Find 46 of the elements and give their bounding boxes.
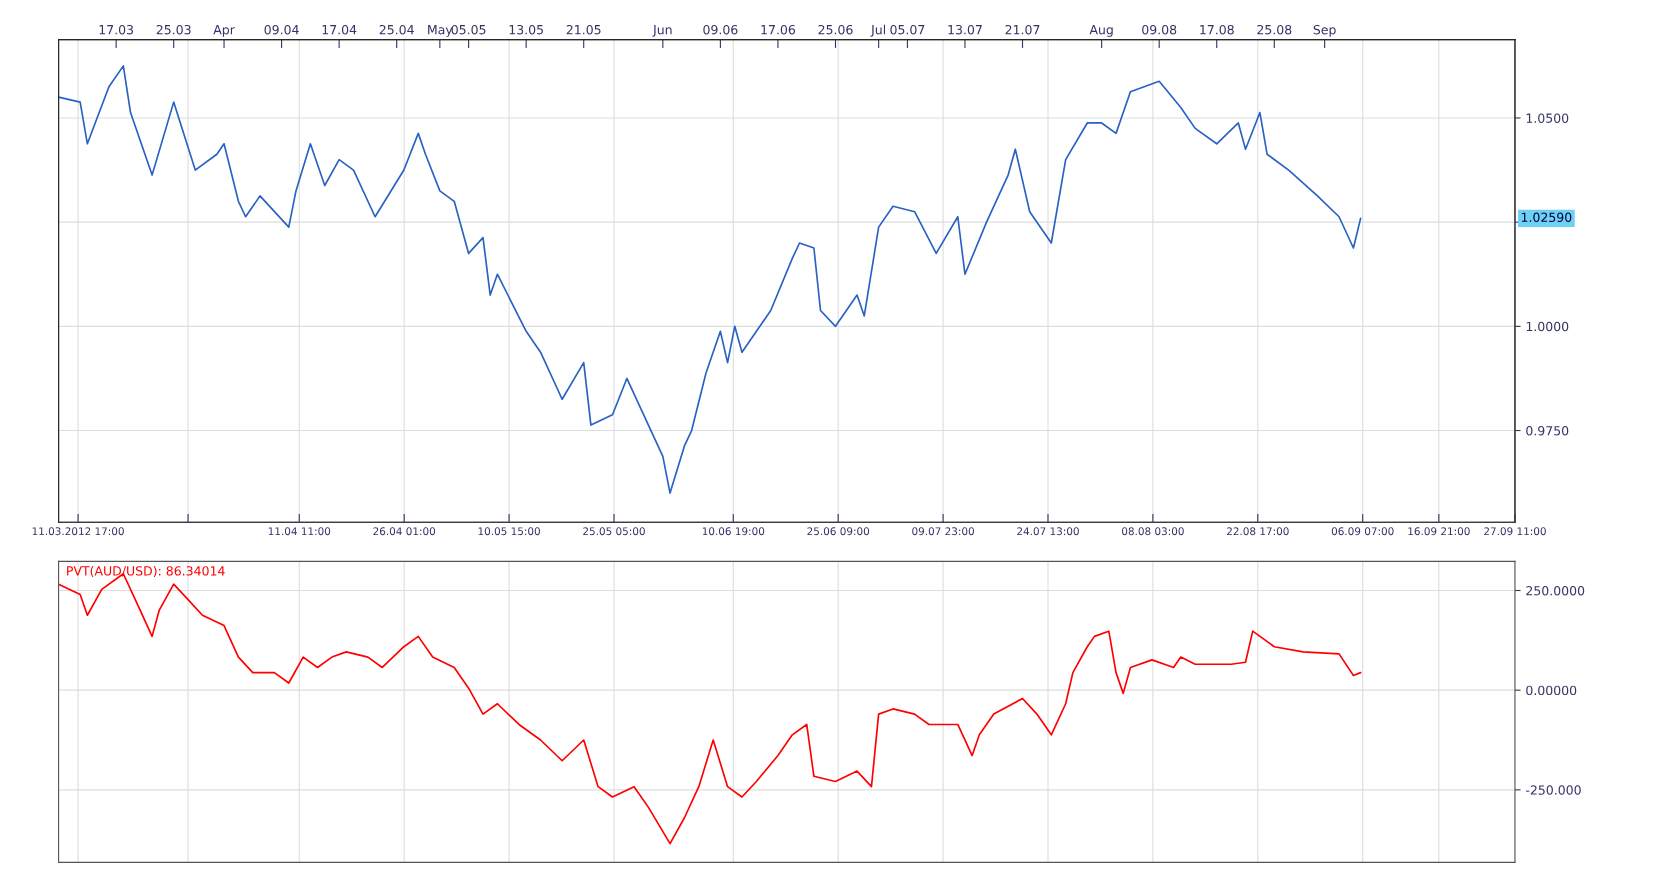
x2-tick-label: 25.03 (156, 24, 191, 35)
x-tick-label: 26.04 01:00 (373, 527, 436, 536)
line-series (58, 65, 1362, 494)
x-tick-label: 25.05 05:00 (583, 527, 645, 536)
x2-tick-label: 25.06 (818, 24, 853, 35)
x2-tick-label: May (428, 25, 453, 37)
x2-tick-label: 05.07 (890, 24, 925, 35)
x-tick-label: 22.08 17:00 (1226, 527, 1289, 536)
x-tick-label: 25.06 09:00 (807, 527, 870, 536)
y-tick-label: 1.0500 (1526, 113, 1569, 123)
x-tick-label: 09.07 23:00 (912, 527, 974, 536)
x2-tick-label: 09.08 (1142, 24, 1177, 35)
x-tick-label: 10.06 19:00 (702, 527, 765, 536)
x2-tick-label: 17.08 (1200, 24, 1234, 35)
y-tick-label: 250.0000 (1526, 585, 1585, 596)
x2-tick-label: Apr (213, 25, 235, 37)
x2-tick-label: 25.08 (1257, 24, 1292, 35)
x2-tick-label: 21.07 (1005, 24, 1040, 35)
x2-tick-label: 05.05 (451, 24, 486, 35)
x2-tick-label: 09.04 (264, 24, 299, 35)
x2-tick-label: 21.05 (566, 24, 601, 35)
x-tick-label: 24.07 13:00 (1017, 527, 1079, 536)
x2-tick-label: 13.05 (509, 24, 543, 35)
x2-tick-label: Aug (1089, 25, 1113, 37)
x2-tick-label: 25.04 (379, 24, 414, 35)
x-tick-label: 10.05 15:00 (478, 527, 540, 536)
x-tick-label: 08.08 03:00 (1122, 527, 1184, 536)
text: 1.02590 (1521, 212, 1572, 223)
x2-tick-label: 13.07 (948, 24, 982, 35)
x2-tick-label: 17.04 (322, 24, 357, 35)
x2-tick-label: 09.06 (703, 24, 738, 35)
x2-tick-label: 17.06 (761, 24, 796, 35)
y-tick-label: 0.00000 (1526, 685, 1577, 696)
x2-tick-label: Jun (652, 25, 672, 37)
y-tick-label: 1.0000 (1526, 321, 1569, 332)
x-tick-label: 27.09 11:00 (1484, 527, 1546, 536)
x-tick-label: 06.09 07:00 (1331, 527, 1394, 536)
x-tick-label: 11.04 11:00 (268, 527, 331, 536)
chart-title: PVT(AUD/USD): 86.34014 (67, 565, 225, 578)
y-tick-label: 0.9750 (1526, 426, 1569, 436)
x-tick-label: 11.03.2012 17:00 (32, 527, 124, 536)
x2-tick-label: Jul (870, 24, 886, 37)
x2-tick-label: 17.03 (99, 24, 134, 35)
x-tick-label: 16.09 21:00 (1408, 527, 1470, 536)
y-tick-label: -250.000 (1526, 785, 1581, 795)
x2-tick-label: Sep (1313, 24, 1336, 37)
